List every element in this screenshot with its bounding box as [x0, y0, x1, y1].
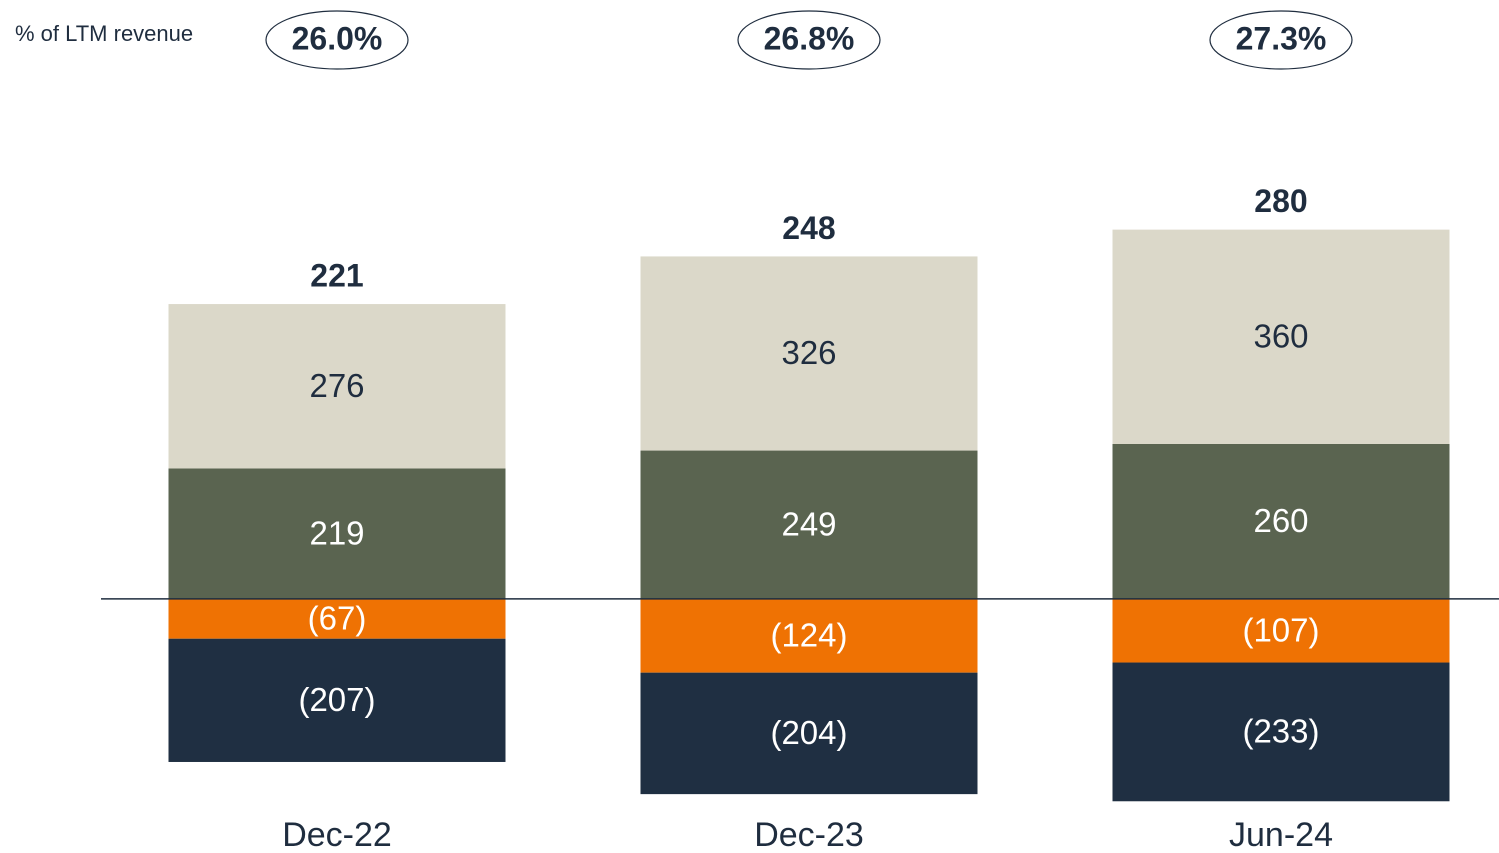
bar-segment — [640, 672, 978, 795]
total-label: 248 — [782, 210, 835, 246]
ltm-oval — [265, 10, 409, 70]
total-label: 221 — [310, 258, 363, 294]
segment-label: (233) — [1242, 713, 1319, 750]
segment-label: 260 — [1253, 502, 1308, 539]
bar-segment — [1112, 444, 1450, 599]
segment-label: 249 — [781, 505, 836, 542]
bar-segment — [1112, 662, 1450, 802]
ltm-value: 27.3% — [1236, 20, 1327, 56]
segment-label: 326 — [781, 334, 836, 371]
total-label: 280 — [1254, 183, 1307, 219]
segment-label: (107) — [1242, 611, 1319, 648]
bar-segment — [640, 450, 978, 599]
ltm-oval — [1209, 10, 1353, 70]
segment-label: (204) — [770, 714, 847, 751]
bar-segment — [168, 304, 506, 469]
x-tick-label: Jun-24 — [1229, 816, 1333, 853]
bar-segment — [168, 468, 506, 599]
bar-segment — [640, 256, 978, 451]
segment-label: 219 — [309, 514, 364, 551]
x-tick-label: Dec-22 — [282, 816, 392, 853]
x-tick-label: Dec-23 — [754, 816, 864, 853]
segment-label: 276 — [309, 367, 364, 404]
bar-segment — [168, 598, 506, 639]
ltm-value: 26.0% — [292, 20, 383, 56]
segment-label: (67) — [308, 599, 367, 636]
ltm-oval — [737, 10, 881, 70]
bar-segment — [1112, 598, 1450, 663]
bar-segment — [1112, 229, 1450, 444]
ltm-label: % of LTM revenue — [15, 21, 193, 46]
bar-segment — [168, 638, 506, 762]
ltm-value: 26.8% — [764, 20, 855, 56]
segment-label: (124) — [770, 616, 847, 653]
segment-label: (207) — [298, 681, 375, 718]
segment-label: 360 — [1253, 318, 1308, 355]
bar-segment — [640, 598, 978, 673]
